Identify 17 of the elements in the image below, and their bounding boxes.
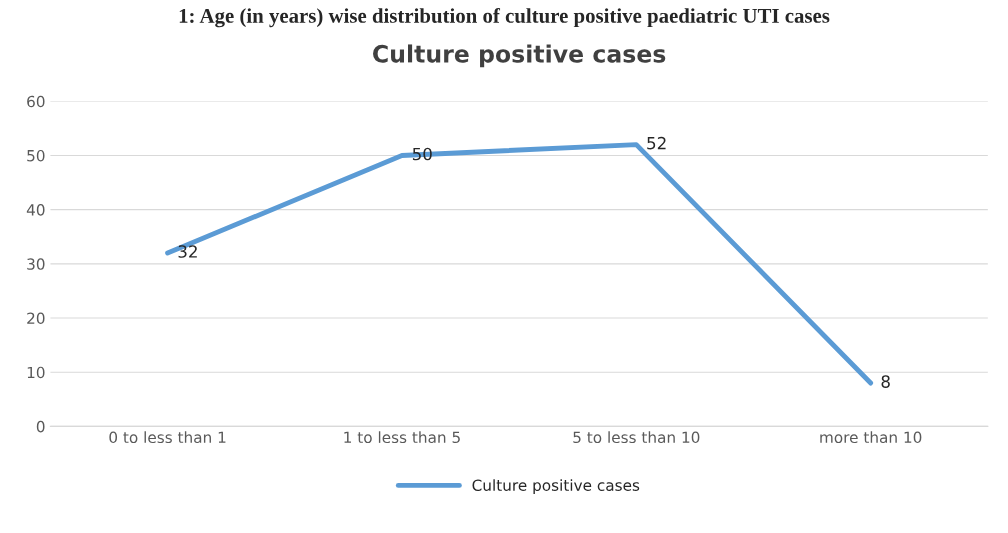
y-tick-label: 60 <box>27 95 45 108</box>
x-tick-label: 5 to less than 10 <box>573 431 700 444</box>
x-tick-label: 0 to less than 1 <box>109 431 226 444</box>
y-tick-label: 30 <box>27 258 45 270</box>
y-tick-label: 10 <box>27 366 45 379</box>
data-label: 52 <box>647 136 666 150</box>
y-tick-label: 0 <box>36 420 45 433</box>
text: 1: Age (in years) wise distribution of culture positive paediatric UTI cases <box>179 7 830 28</box>
y-tick-label: 40 <box>26 204 45 216</box>
legend-label: Culture positive cases <box>472 479 640 494</box>
chart-title: Culture positive cases <box>373 44 666 68</box>
data-label: 32 <box>178 245 197 258</box>
data-label: 8 <box>881 375 890 388</box>
x-tick-label: 1 to less than 5 <box>344 431 460 444</box>
y-tick-label: 20 <box>27 312 45 325</box>
x-tick-label: more than 10 <box>820 431 922 444</box>
y-tick-label: 50 <box>27 149 45 162</box>
